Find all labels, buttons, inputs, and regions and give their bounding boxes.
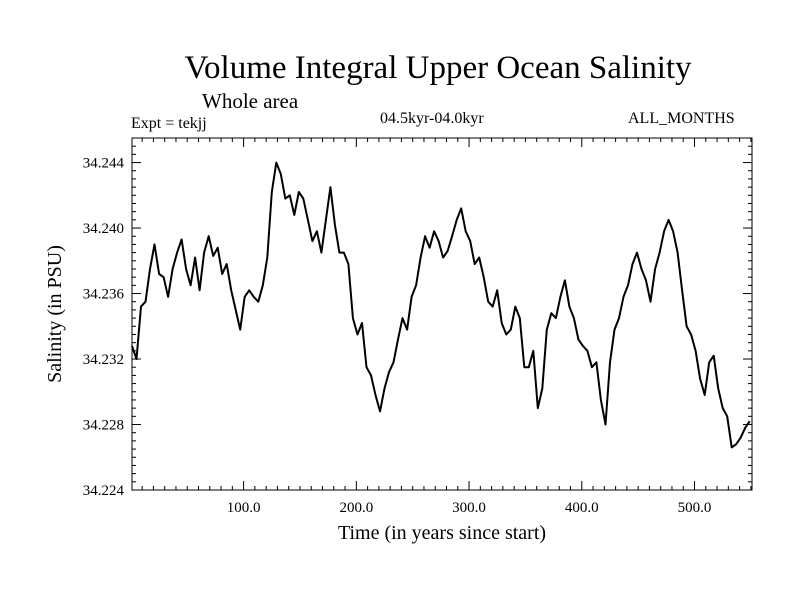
y-axis-label: Salinity (in PSU): [44, 245, 66, 383]
y-tick-label: 34.240: [83, 221, 124, 237]
chart-subtitle: Whole area: [202, 89, 299, 113]
plot-frame: [131, 137, 753, 491]
experiment-label: Expt = tekjj: [131, 115, 207, 132]
x-tick-label: 300.0: [452, 500, 486, 516]
y-tick-label: 34.232: [83, 352, 124, 368]
y-tick-label: 34.228: [83, 418, 124, 434]
y-tick-label: 34.236: [83, 287, 125, 303]
x-tick-label: 500.0: [678, 500, 712, 516]
chart-title: Volume Integral Upper Ocean Salinity: [184, 50, 692, 86]
y-axis: 34.224 34.228 34.232 34.236 34.240 34.244: [83, 137, 752, 499]
months-label: ALL_MONTHS: [628, 110, 735, 127]
x-tick-label: 200.0: [339, 500, 373, 516]
series-line-salinity: [131, 161, 751, 449]
x-axis-label: Time (in years since start): [338, 522, 546, 544]
y-tick-label: 34.244: [83, 156, 125, 172]
period-label: 04.5kyr-04.0kyr: [380, 110, 484, 127]
y-tick-label: 34.224: [83, 483, 125, 499]
x-axis: 100.0 200.0 300.0 400.0 500.0: [141, 138, 752, 516]
x-tick-label: 100.0: [227, 500, 261, 516]
x-tick-label: 400.0: [565, 500, 599, 516]
